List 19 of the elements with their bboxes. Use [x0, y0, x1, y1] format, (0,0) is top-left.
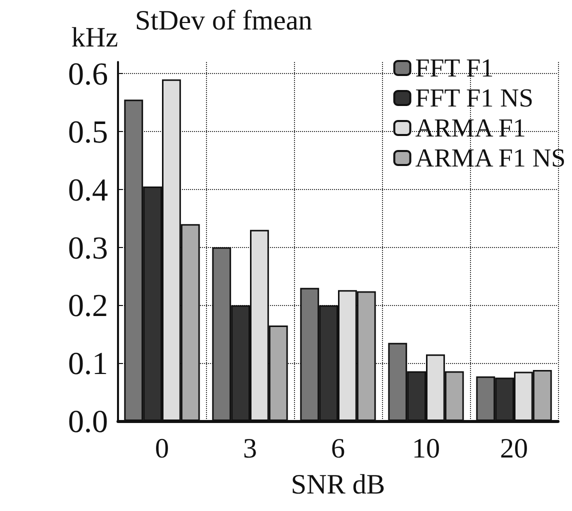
chart-title: StDev of fmean — [135, 6, 312, 36]
y-tick-label: 0.1 — [68, 345, 108, 382]
legend-label: ARMA F1 NS — [415, 144, 566, 172]
y-tick-label: 0.4 — [68, 171, 108, 208]
x-tick-label: 10 — [412, 434, 440, 464]
y-axis-title: kHz — [71, 22, 118, 54]
x-tick-label: 3 — [243, 434, 257, 464]
legend-label: FFT F1 NS — [415, 84, 534, 112]
x-tick-label: 0 — [155, 434, 169, 464]
y-tick-label: 0.5 — [68, 113, 108, 150]
x-tick-label: 6 — [331, 434, 345, 464]
y-tick-label: 0.3 — [68, 229, 108, 266]
x-tick-label: 20 — [500, 434, 528, 464]
y-tick-label: 0.6 — [68, 56, 108, 92]
x-axis-title: SNR dB — [290, 470, 386, 500]
y-tick-label: 0.2 — [68, 287, 108, 324]
legend-label: ARMA F1 — [415, 114, 526, 142]
y-tick-label: 0.0 — [68, 403, 108, 439]
legend-label: FFT F1 — [415, 54, 494, 82]
